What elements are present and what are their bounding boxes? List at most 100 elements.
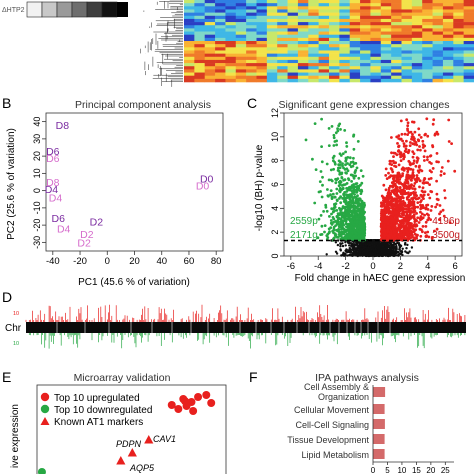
volcano-point-down (332, 210, 335, 214)
volcano-point-up (411, 215, 415, 218)
heatmap-cell (277, 9, 288, 13)
volcano-ytick-label: 0 (270, 253, 280, 258)
heatmap-cell (401, 72, 413, 76)
heatmap-cell (215, 25, 226, 29)
heatmap-cell (184, 56, 195, 61)
volcano-point-up (419, 200, 422, 204)
heatmap-cell (256, 31, 268, 35)
heatmap-cell (411, 63, 423, 67)
volcano-point-up (423, 213, 426, 217)
volcano-point-up (411, 197, 415, 201)
heatmap-cell (225, 22, 237, 26)
pca-point-label: D0 (200, 174, 214, 186)
heatmap-cell (318, 78, 330, 83)
volcano-point-up (400, 219, 404, 222)
heatmap-cell (235, 0, 247, 4)
volcano-point-up (416, 148, 420, 152)
volcano-point-down (350, 213, 354, 217)
panel-c: C Significant gene expression changes -6… (247, 95, 465, 284)
heatmap-cell (411, 47, 423, 51)
volcano-point-down (341, 197, 344, 200)
heatmap-cell (318, 34, 330, 39)
heatmap-cell (297, 78, 309, 83)
heatmap-cell (442, 9, 454, 13)
heatmap-cell (318, 44, 330, 48)
heatmap-cell (422, 6, 433, 10)
volcano-point-up (407, 217, 410, 221)
heatmap-cell (194, 31, 206, 35)
volcano-point-up (411, 150, 415, 154)
volcano-point-down (332, 133, 336, 137)
heatmap-cell (411, 6, 423, 10)
volcano-point-down (341, 206, 345, 210)
heatmap-cell (453, 9, 464, 13)
volcano-point-up (421, 216, 425, 220)
heatmap-cell (256, 44, 268, 48)
volcano-point-up (422, 206, 425, 210)
heatmap-cell (360, 78, 371, 83)
volcano-point-ns (391, 244, 395, 247)
panel-e-title: Microarray validation (74, 372, 171, 384)
volcano-point-down (360, 226, 363, 229)
volcano-point-down (321, 175, 324, 179)
dendrogram-branches (140, 0, 183, 87)
heatmap-cell (463, 12, 474, 17)
volcano-point-down (335, 198, 339, 202)
volcano-point-down (319, 170, 323, 173)
volcano-point-down (349, 237, 353, 241)
volcano-point-down (358, 210, 361, 214)
heatmap-cell (204, 18, 216, 23)
heatmap-cell (184, 34, 195, 39)
pca-xtick-label: 80 (211, 256, 222, 267)
volcano-point-up (422, 197, 425, 201)
heatmap-cell (318, 3, 330, 7)
heatmap-cell (380, 41, 392, 45)
volcano-point-up (426, 134, 430, 138)
panel-e-letter: E (2, 369, 11, 385)
heatmap-cell (370, 37, 382, 42)
heatmap-cell (225, 69, 237, 73)
validation-point-at1 (127, 448, 137, 457)
volcano-point-up (382, 233, 386, 237)
validation-point-up (174, 405, 183, 413)
volcano-ytick-label: 2 (270, 230, 280, 235)
volcano-point-up (407, 225, 410, 229)
heatmap-cell (401, 37, 413, 42)
volcano-point-up (404, 207, 408, 211)
volcano-point-up (407, 194, 411, 198)
volcano-point-up (400, 132, 404, 136)
volcano-point-ns (396, 241, 399, 245)
heatmap-cell (411, 9, 423, 13)
heatmap-cell (401, 18, 413, 23)
volcano-ytick-label: 6 (270, 182, 280, 187)
volcano-point-down (359, 192, 363, 196)
volcano-point-up (400, 204, 404, 207)
heatmap-cell (256, 6, 268, 10)
heatmap-cell (329, 18, 340, 23)
heatmap-cell (463, 28, 474, 32)
ipa-bar-label: Lipid Metabolism (301, 450, 369, 460)
volcano-point-down (354, 231, 358, 235)
volcano-point-down (332, 154, 336, 158)
chrom-bar-body (26, 322, 466, 333)
pca-point-label: D4 (49, 193, 63, 205)
chrom-spikes-down (28, 333, 466, 349)
volcano-point-ns (372, 249, 375, 252)
volcano-point-up (391, 170, 395, 174)
heatmap-cell (360, 31, 371, 35)
heatmap-cell (370, 66, 382, 70)
heatmap-cell (297, 9, 309, 13)
heatmap-cell (204, 56, 216, 61)
volcano-point-down (320, 195, 324, 199)
heatmap-cell (287, 12, 299, 17)
volcano-point-down (332, 220, 335, 224)
volcano-point-ns (367, 254, 371, 258)
heatmap-cell (266, 47, 278, 51)
heatmap-cell (308, 69, 319, 73)
heatmap-cell (256, 78, 268, 83)
volcano-point-up (395, 218, 399, 222)
heatmap-cell (235, 22, 247, 26)
heatmap-cell (318, 69, 330, 73)
heatmap-cell (349, 9, 361, 13)
heatmap-cell (422, 25, 433, 29)
